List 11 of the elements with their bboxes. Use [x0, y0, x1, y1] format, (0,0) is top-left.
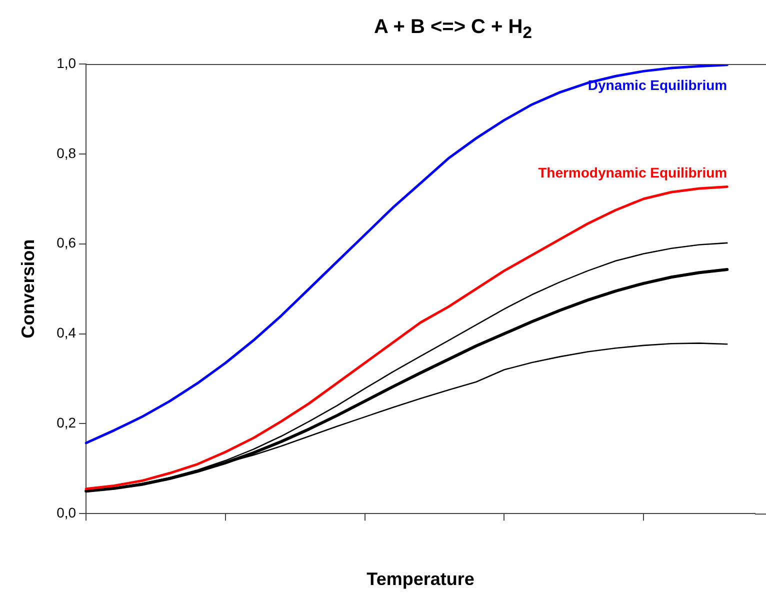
y-axis-title: Conversion [18, 239, 38, 338]
y-tick-label: 0,6 [56, 234, 76, 251]
series-label: Dynamic Equilibrium [588, 76, 728, 93]
series-label: Thermodynamic Equilibrium [538, 164, 728, 181]
chart-title: A + B <=> C + H$_{2}$ [372, 16, 534, 43]
y-tick-label: 0,8 [56, 144, 76, 161]
y-tick-label: 0,0 [56, 504, 76, 520]
x-axis-title: Temperature [366, 569, 474, 590]
y-tick-label: 0,4 [56, 324, 76, 341]
y-tick-label: 0,2 [56, 414, 76, 431]
y-tick-label: 1,0 [56, 54, 76, 71]
